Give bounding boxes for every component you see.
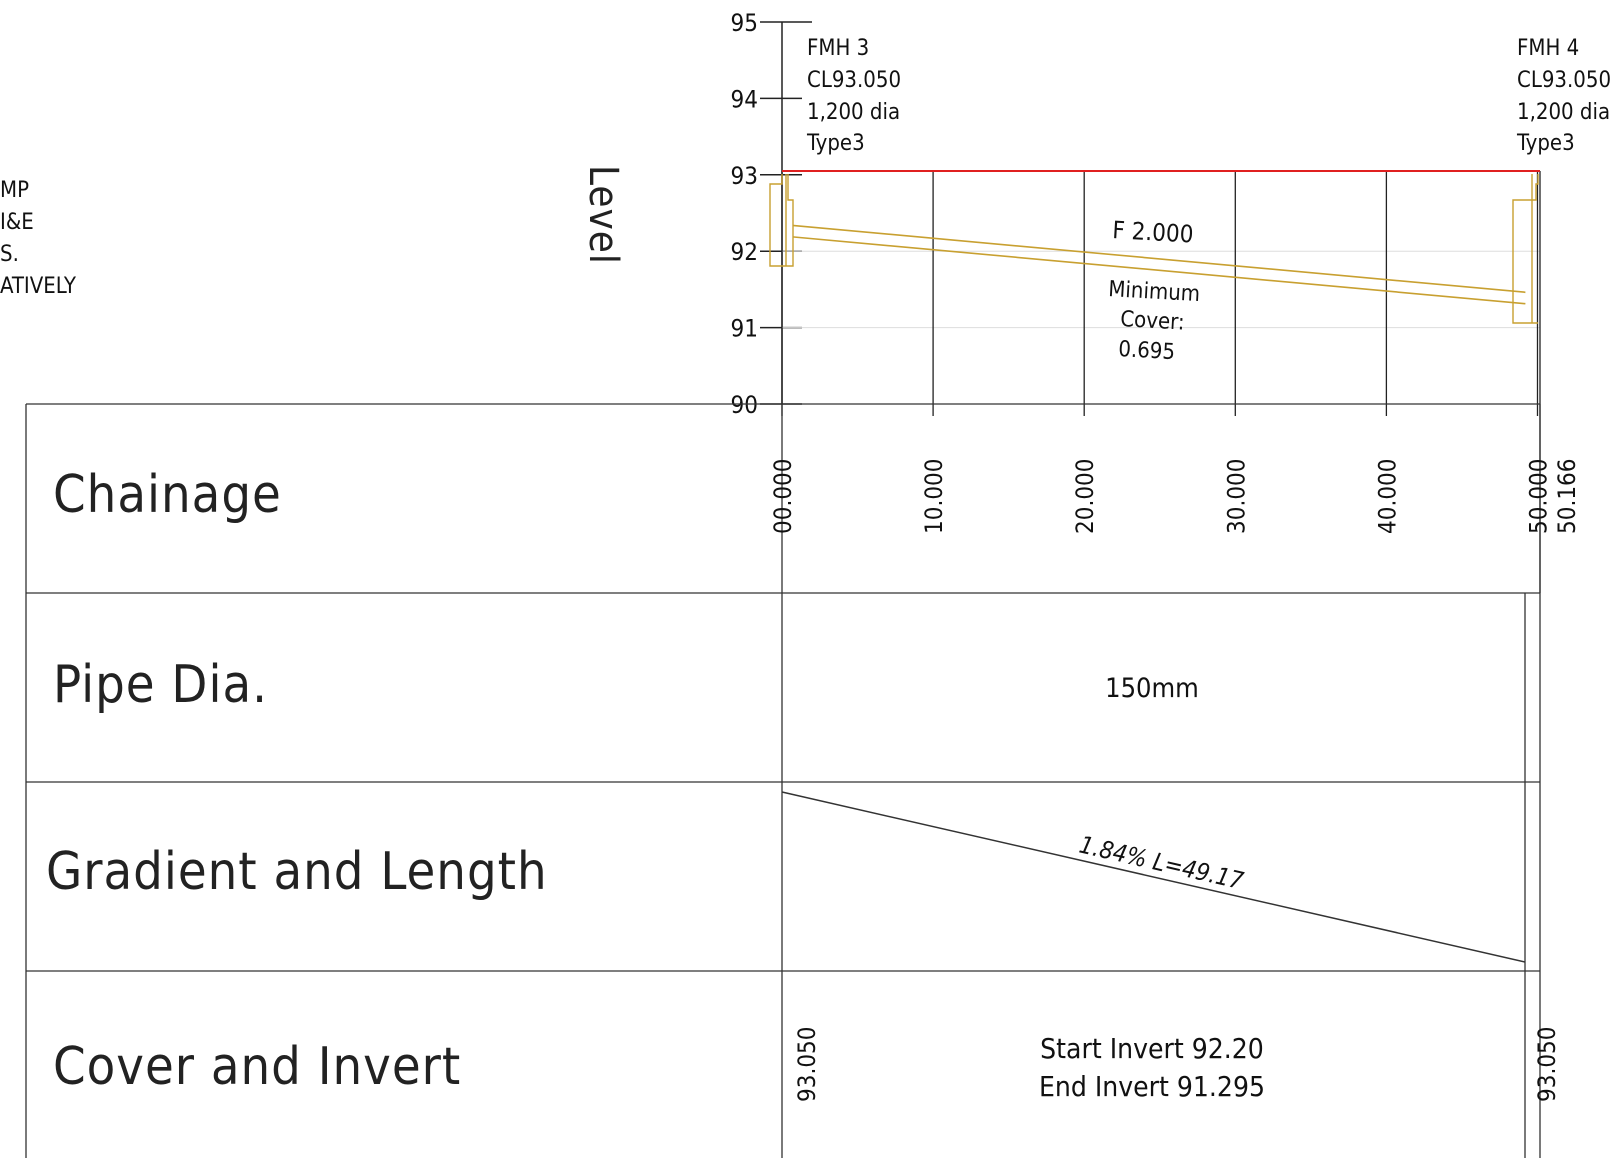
level-tick-label: 94 [731, 85, 758, 113]
manhole-name: FMH 3 [807, 36, 869, 61]
manhole-type: Type3 [1516, 131, 1575, 156]
manhole-name: FMH 4 [1517, 36, 1579, 61]
row-label-chainage: Chainage [53, 465, 282, 525]
chainage-value: 50.000 [1524, 458, 1552, 534]
note-line: I&E [0, 210, 34, 235]
manhole-label-fmh3: FMH 3 CL93.050 1,200 dia Type3 [806, 36, 901, 156]
end-cover-value: 93.050 [1533, 1026, 1561, 1102]
pipe-invert-line [792, 236, 1526, 305]
manhole-label-fmh4: FMH 4 CL93.050 1,200 dia Type3 [1516, 36, 1611, 156]
left-notes: MP I&E S. ATIVELY [0, 178, 77, 299]
manhole-diameter: 1,200 dia [807, 100, 900, 125]
row-label-cover-invert: Cover and Invert [53, 1037, 461, 1097]
min-cover-label: Cover: [1120, 307, 1186, 336]
start-cover-value: 93.050 [793, 1026, 821, 1102]
manhole-diameter: 1,200 dia [1517, 100, 1610, 125]
min-cover-value: 0.695 [1118, 337, 1176, 365]
manhole-cover-level: CL93.050 [1517, 68, 1611, 93]
level-tick-label: 90 [731, 391, 758, 419]
chainage-value: 10.000 [920, 458, 948, 534]
level-axis: 95 94 93 92 91 90 [731, 9, 812, 419]
level-tick-label: 95 [731, 9, 758, 37]
end-invert-value: End Invert 91.295 [1039, 1070, 1265, 1103]
level-axis-title: Level [580, 165, 626, 265]
manhole-type: Type3 [806, 131, 865, 156]
manhole-outline-start [769, 174, 794, 267]
gradient-line [781, 791, 1526, 963]
level-tick-label: 91 [731, 315, 758, 343]
level-tick-label: 92 [731, 238, 758, 266]
note-line: S. [0, 242, 19, 267]
manhole-outline-end [1512, 174, 1539, 324]
pipe-dia-value: 150mm [1105, 673, 1199, 704]
manhole-cover-level: CL93.050 [807, 68, 901, 93]
pipe-soffit-line [792, 224, 1526, 294]
row-label-pipe-dia: Pipe Dia. [53, 655, 268, 715]
chainage-value: 30.000 [1222, 458, 1250, 534]
gradient-value: 1.84% L=49.17 [1077, 831, 1247, 896]
chainage-value: 00.000 [769, 458, 797, 534]
chainage-values: 00.000 10.000 20.000 30.000 40.000 50.000 [769, 458, 1552, 534]
min-cover-label: Minimum [1108, 277, 1201, 307]
chainage-end-value: 50.166 [1553, 458, 1581, 534]
profile-plot: F 2.000 Minimum Cover: 0.695 [769, 169, 1541, 593]
chainage-value: 20.000 [1071, 458, 1099, 534]
pipe-label: F 2.000 [1112, 216, 1195, 248]
note-line: MP [0, 178, 29, 203]
chainage-value: 40.000 [1373, 458, 1401, 534]
row-label-gradient: Gradient and Length [46, 842, 548, 902]
note-line: ATIVELY [0, 274, 77, 299]
level-tick-label: 93 [731, 162, 758, 190]
start-invert-value: Start Invert 92.20 [1040, 1032, 1264, 1065]
data-table [25, 403, 1541, 1158]
